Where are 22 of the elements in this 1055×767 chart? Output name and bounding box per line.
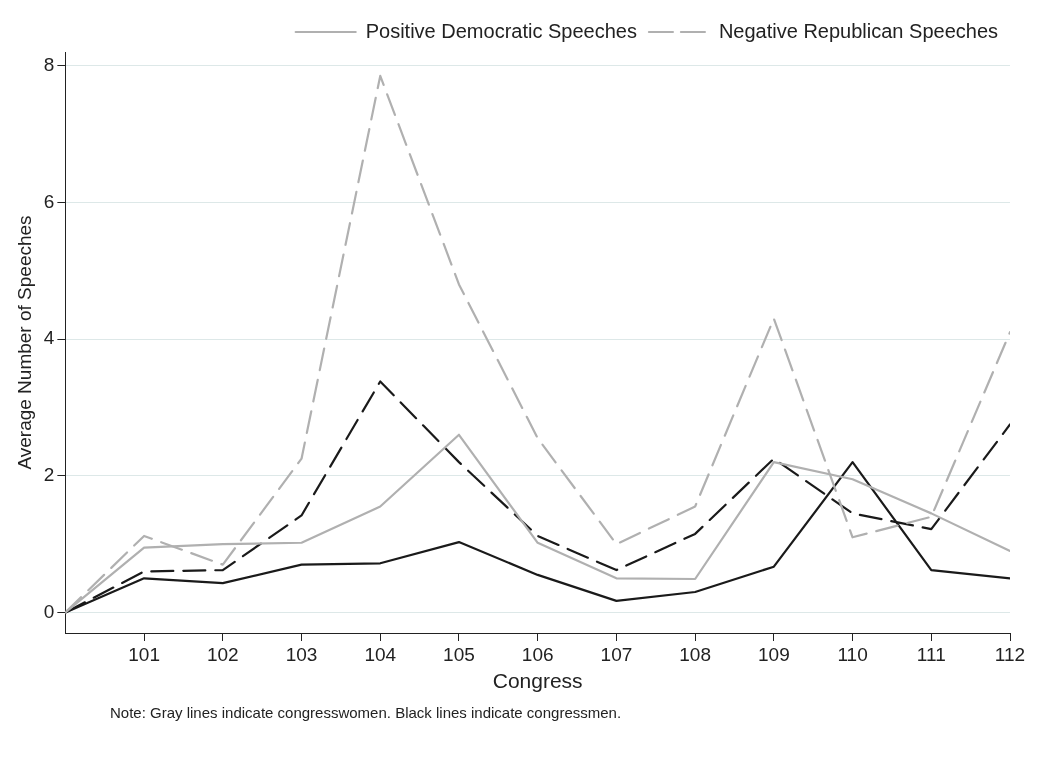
- x-tick-label: 106: [521, 643, 554, 665]
- x-tick-label: 103: [285, 643, 318, 665]
- text: Note: Gray lines indicate congresswomen. Black lines indicate congressmen.: [110, 704, 623, 721]
- y-tick-label: 8: [43, 53, 55, 75]
- y-tick-label: 0: [43, 600, 55, 622]
- x-tick-label: 110: [837, 643, 868, 665]
- y-axis-title: Average Number of Speeches: [13, 215, 35, 470]
- y-tick-label: 4: [43, 327, 55, 349]
- y-tick-label: 6: [43, 190, 55, 212]
- x-tick-label: 108: [679, 643, 711, 665]
- x-axis-title: Congress: [492, 669, 583, 693]
- x-tick-label: 105: [443, 643, 475, 665]
- x-tick-label: 109: [757, 643, 790, 665]
- x-tick-label: 107: [600, 643, 633, 665]
- y-tick-label: 2: [43, 464, 55, 486]
- x-tick-label: 104: [364, 643, 397, 665]
- x-tick-label: 102: [206, 643, 239, 665]
- legend-label: Negative Republican Speeches: [718, 19, 999, 42]
- legend-label: Positive Democratic Speeches: [365, 19, 637, 42]
- x-tick-label: 112: [994, 643, 1026, 665]
- x-tick-label: 111: [916, 643, 946, 665]
- x-tick-label: 101: [128, 643, 160, 665]
